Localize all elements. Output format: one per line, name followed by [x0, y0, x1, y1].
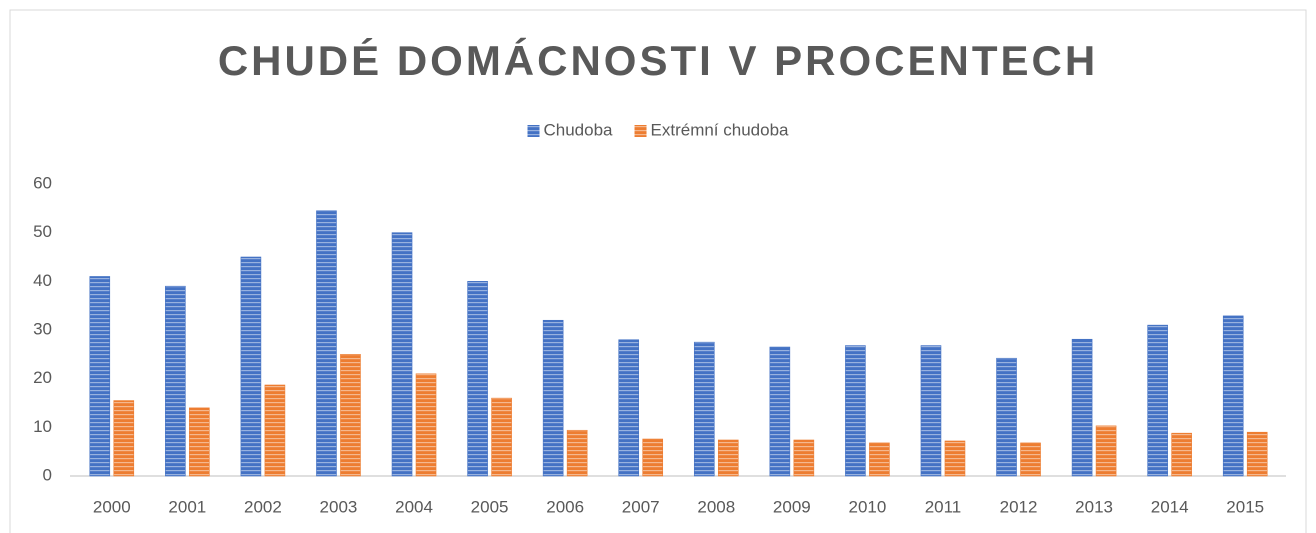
bar: [845, 345, 866, 477]
x-tick-label: 2014: [1151, 497, 1189, 516]
bar: [693, 341, 715, 477]
x-tick-label: 2013: [1075, 497, 1113, 516]
x-tick-label: 2009: [773, 497, 811, 516]
legend: Chudoba Extrémní chudoba: [527, 120, 790, 139]
bar: [1246, 431, 1268, 477]
x-tick-label: 2008: [697, 497, 735, 516]
bar: [1020, 442, 1041, 477]
bar: [642, 438, 664, 477]
bar: [415, 373, 437, 477]
bar: [769, 346, 791, 477]
x-tick-label: 2015: [1226, 497, 1264, 516]
x-tick-label: 2000: [93, 497, 131, 516]
bar: [1095, 425, 1117, 477]
y-tick-label: 30: [33, 319, 52, 338]
bar: [996, 357, 1017, 477]
x-tick-label: 2012: [1000, 497, 1038, 516]
y-tick-label: 60: [33, 173, 52, 192]
legend-label: Extrémní chudoba: [651, 120, 790, 139]
bar: [717, 439, 739, 477]
bar: [189, 407, 210, 477]
x-tick-label: 2011: [925, 497, 962, 516]
bar: [566, 429, 588, 477]
bar: [391, 232, 413, 477]
bar: [1147, 324, 1168, 477]
bar: [113, 400, 135, 477]
bar: [542, 319, 564, 477]
x-tick-label: 2010: [848, 497, 886, 516]
y-tick-label: 20: [33, 368, 52, 387]
bar: [944, 440, 966, 477]
x-tick-label: 2004: [395, 497, 433, 516]
bar: [1222, 315, 1244, 477]
x-tick-label: 2005: [471, 497, 509, 516]
chart-title: CHUDÉ DOMÁCNOSTI V PROCENTECH: [218, 37, 1098, 84]
bar: [618, 339, 640, 477]
bar: [165, 285, 186, 477]
bar: [793, 439, 815, 477]
bar: [491, 397, 512, 477]
x-tick-label: 2007: [622, 497, 660, 516]
bar: [340, 354, 361, 477]
bar: [240, 256, 262, 477]
bar: [1171, 432, 1192, 477]
x-tick-label: 2002: [244, 497, 282, 516]
legend-swatch: [634, 125, 647, 137]
bar: [920, 345, 942, 477]
bar: [1071, 338, 1093, 477]
y-tick-label: 10: [33, 417, 52, 436]
bar: [316, 210, 337, 477]
x-tick-label: 2003: [320, 497, 358, 516]
y-tick-label: 50: [33, 222, 52, 241]
legend-swatch: [527, 125, 540, 137]
y-tick-label: 0: [43, 465, 52, 484]
bar: [869, 442, 890, 477]
bar: [467, 281, 488, 477]
bar: [89, 276, 111, 477]
bar: [264, 384, 286, 477]
legend-label: Chudoba: [544, 120, 614, 139]
y-tick-label: 40: [33, 271, 52, 290]
x-tick-label: 2006: [546, 497, 584, 516]
x-tick-label: 2001: [168, 497, 206, 516]
